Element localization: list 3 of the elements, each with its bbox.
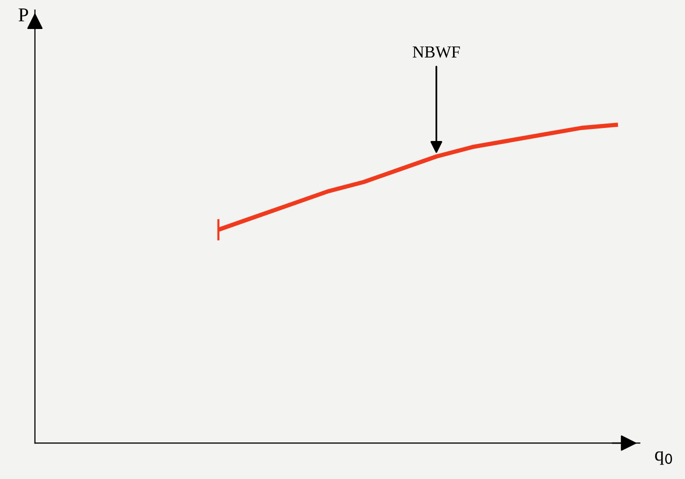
text: P bbox=[18, 8, 28, 22]
annotation: NBWF bbox=[412, 46, 460, 58]
x-axis-title: q$_{0}$ bbox=[655, 451, 672, 465]
